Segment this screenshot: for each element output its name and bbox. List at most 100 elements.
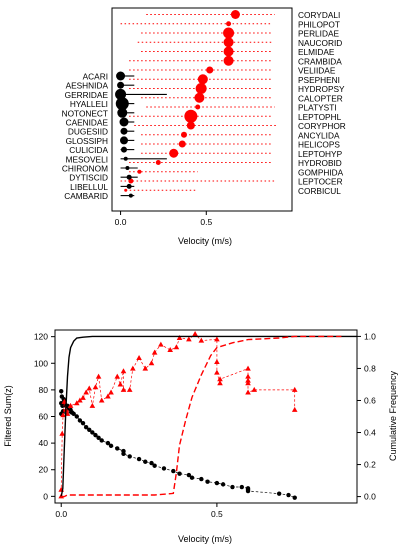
left-taxon-label: GERRIDAE bbox=[65, 90, 109, 100]
black-circle-point bbox=[286, 492, 291, 498]
right-taxon-label: HELICOPS bbox=[298, 140, 340, 150]
red-triangle-point bbox=[92, 384, 99, 390]
black-circle-point bbox=[136, 456, 142, 462]
y-tick-label: 80 bbox=[39, 385, 49, 395]
red-triangle-point bbox=[245, 377, 251, 383]
right-taxon-label: HYDROPSY bbox=[298, 84, 345, 94]
red-triangle-point bbox=[105, 393, 111, 399]
black-circle-point bbox=[230, 484, 235, 490]
black-circle-point bbox=[59, 389, 64, 394]
red-triangle-point bbox=[192, 330, 198, 336]
y-tick-label: 120 bbox=[34, 332, 48, 342]
red-triangle-point bbox=[186, 336, 192, 342]
black-circle-point bbox=[99, 438, 104, 443]
black-circle-point bbox=[115, 446, 120, 451]
red-point bbox=[155, 160, 161, 165]
red-triangle-point bbox=[214, 358, 220, 364]
filtered-sum-line bbox=[60, 333, 296, 497]
red-point bbox=[124, 188, 128, 192]
right-taxon-label: LEPTOPHL bbox=[298, 112, 342, 122]
cumulative-frequency-line bbox=[61, 335, 342, 498]
red-point bbox=[195, 104, 201, 110]
red-triangle-point bbox=[108, 389, 114, 395]
red-triangle-point bbox=[198, 337, 205, 343]
black-circle-point bbox=[239, 484, 245, 490]
black-circle-point bbox=[90, 430, 95, 435]
left-taxon-label: CAMBARID bbox=[64, 191, 108, 201]
red-triangle-point bbox=[59, 430, 65, 436]
p2-y2-axis-label: Cumulative Frequency bbox=[388, 370, 398, 461]
red-triangle-point bbox=[130, 365, 136, 371]
black-circle-point bbox=[80, 420, 86, 426]
right-taxon-label: PLATYSTI bbox=[298, 103, 337, 113]
right-taxon-label: LEPTOHYP bbox=[298, 149, 343, 159]
red-triangle-point bbox=[214, 369, 220, 375]
red-point bbox=[230, 10, 240, 19]
p2-right-y-axis: 0.0 0.2 0.4 0.6 0.8 1.0 bbox=[357, 331, 376, 502]
p2-frame bbox=[54, 329, 358, 504]
black-point bbox=[120, 136, 128, 145]
black-circle-point bbox=[171, 468, 176, 474]
black-point bbox=[121, 146, 127, 153]
right-taxon-label: VELIIDAE bbox=[298, 66, 336, 76]
red-triangle-point bbox=[86, 385, 93, 391]
y2-tick-label: 0.8 bbox=[364, 363, 376, 373]
black-point bbox=[125, 166, 130, 170]
black-circle-point bbox=[87, 427, 92, 433]
left-taxon-label: NOTONECT bbox=[62, 108, 108, 118]
p1-labels-right: CORYDALIPHILOPOTPERLIDAENAUCORIDELMIDAEC… bbox=[298, 10, 346, 196]
y-tick-label: 20 bbox=[39, 465, 49, 475]
red-point bbox=[195, 83, 207, 94]
black-circle-point bbox=[143, 459, 148, 464]
black-circle-point bbox=[152, 463, 157, 468]
black-circle-point bbox=[205, 479, 210, 484]
red-point bbox=[194, 92, 205, 103]
red-triangle-point bbox=[245, 380, 251, 386]
p1-points bbox=[115, 10, 240, 198]
right-taxon-label: PHILOPOT bbox=[298, 19, 340, 29]
p1-labels-left: ACARIAESHNIDAGERRIDAEHYALLELINOTONECTCAE… bbox=[62, 72, 109, 202]
black-point bbox=[115, 88, 127, 100]
red-triangle-point bbox=[120, 368, 127, 374]
red-point bbox=[226, 21, 232, 27]
y-tick-label: 100 bbox=[34, 358, 48, 368]
red-point bbox=[186, 121, 195, 130]
black-circle-point bbox=[105, 440, 111, 446]
left-taxon-label: CULICIDA bbox=[69, 145, 108, 155]
left-taxon-label: GLOSSIPH bbox=[66, 136, 108, 146]
black-circle-point bbox=[71, 411, 76, 417]
right-taxon-label: ANCYLIDA bbox=[298, 130, 340, 140]
black-circle-point bbox=[83, 424, 89, 430]
red-triangle-point bbox=[217, 376, 223, 382]
right-taxon-label: GOMPHIDA bbox=[298, 167, 344, 177]
red-triangle-point bbox=[95, 373, 102, 379]
red-point bbox=[223, 55, 234, 66]
right-taxon-label: PSEPHENI bbox=[298, 75, 340, 85]
red-point bbox=[184, 109, 198, 123]
black-circle-point bbox=[74, 414, 79, 419]
p1-whiskers bbox=[120, 13, 279, 197]
y-tick-label: 60 bbox=[39, 412, 49, 422]
left-taxon-label: DUGESIID bbox=[68, 127, 108, 137]
red-point bbox=[137, 169, 142, 174]
black-point bbox=[116, 71, 126, 81]
black-circle-point bbox=[121, 451, 126, 456]
red-triangle-point bbox=[167, 346, 173, 352]
y2-tick-label: 0.6 bbox=[364, 395, 376, 405]
black-circle-point bbox=[245, 488, 251, 494]
red-triangle-point bbox=[217, 380, 223, 386]
black-circle-point bbox=[77, 418, 83, 423]
red-triangle-point bbox=[89, 402, 96, 408]
left-taxon-label: ACARI bbox=[83, 72, 108, 82]
y2-tick-label: 0.2 bbox=[364, 460, 376, 470]
red-triangle-point bbox=[158, 341, 164, 347]
black-point bbox=[120, 127, 128, 135]
red-triangle-point bbox=[291, 386, 298, 392]
p1-x-axis: 0.0 0.5 bbox=[115, 211, 212, 227]
red-point bbox=[169, 148, 179, 158]
black-circle-point bbox=[127, 454, 132, 459]
red-triangle-point bbox=[251, 386, 258, 392]
left-taxon-label: AESHNIDA bbox=[66, 81, 109, 91]
black-circle-point bbox=[149, 460, 154, 466]
